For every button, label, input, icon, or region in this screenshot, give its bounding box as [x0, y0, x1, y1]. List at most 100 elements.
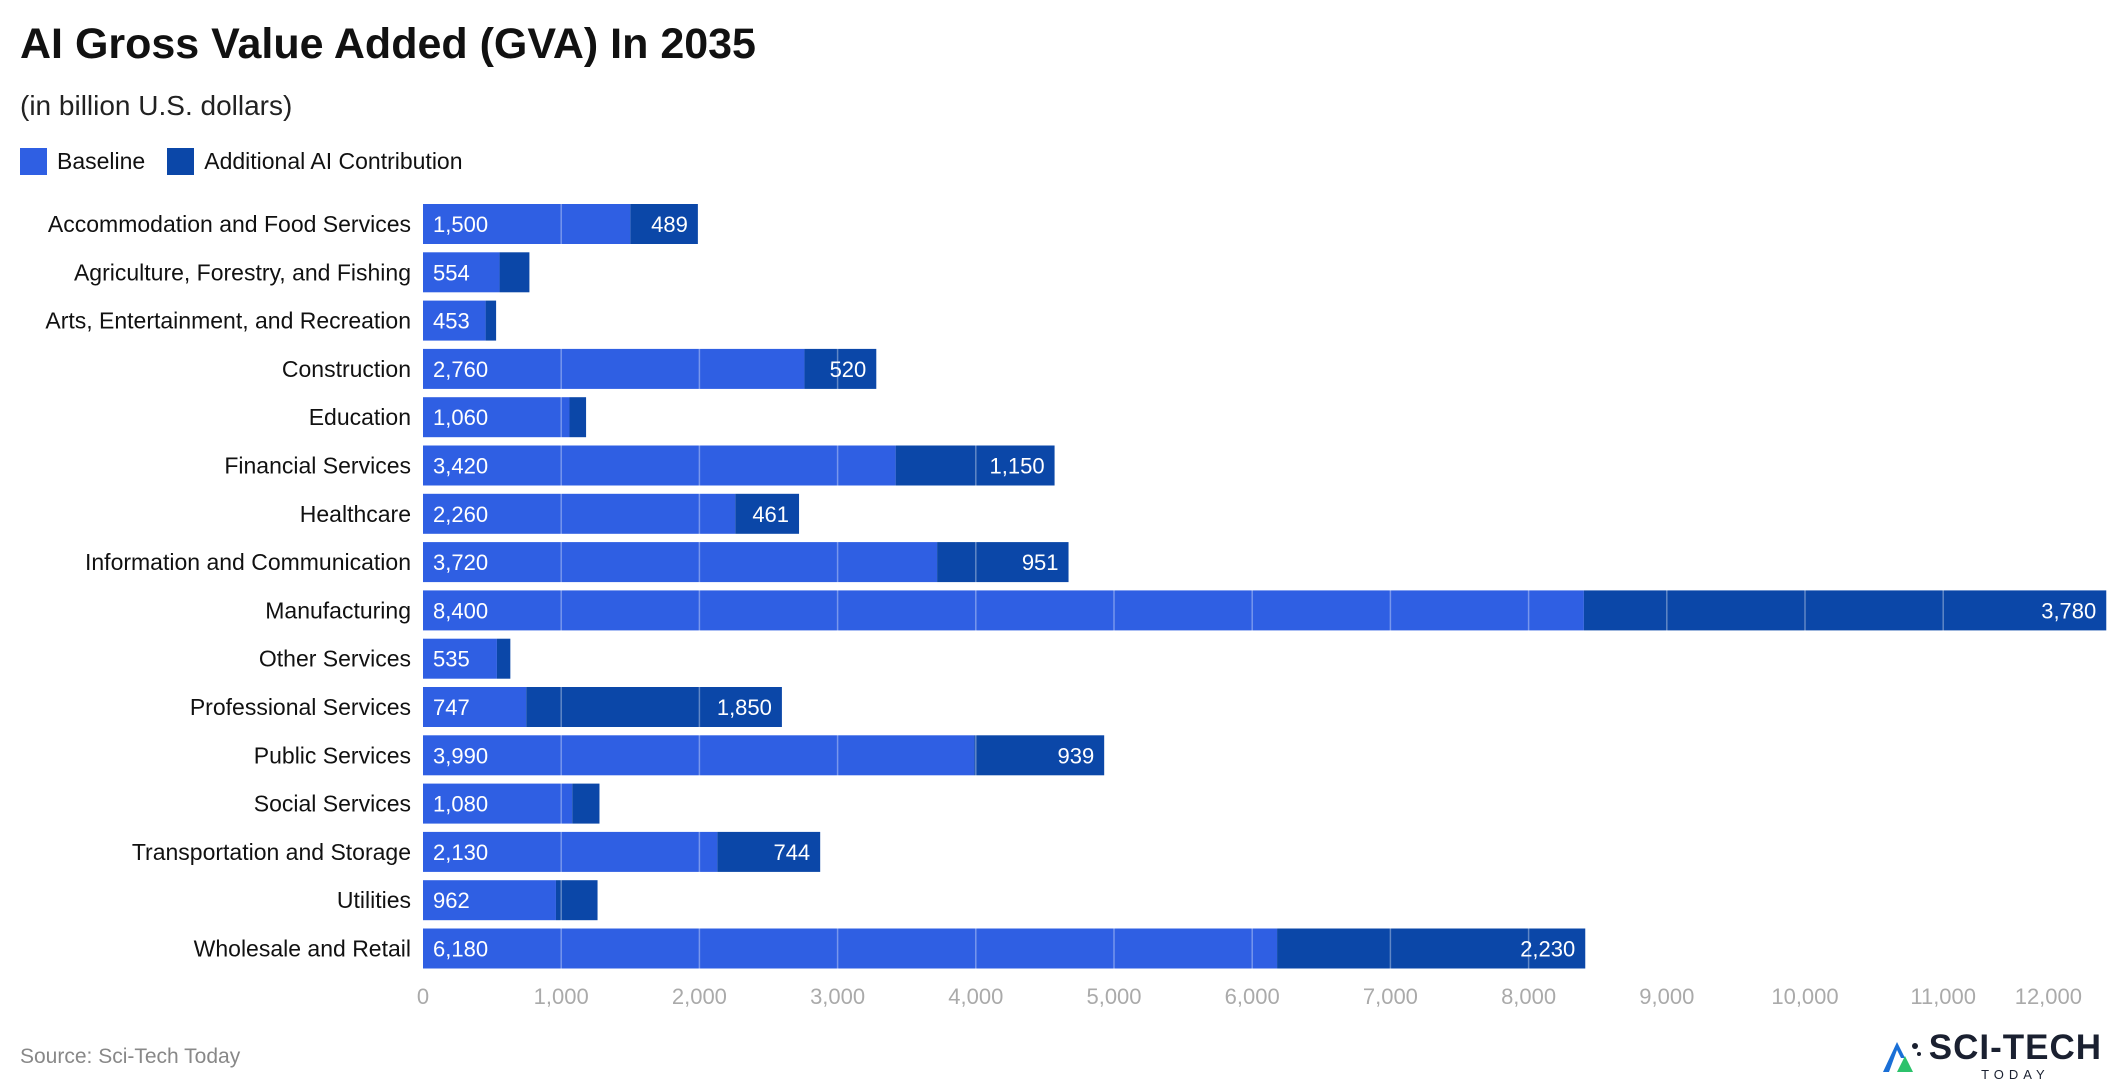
category-label-information-and-communication: Information and Communication — [85, 549, 411, 575]
legend-swatch-baseline — [20, 148, 47, 175]
data-label-additional-accommodation-and-food-services: 489 — [651, 212, 688, 237]
bar-baseline-healthcare — [423, 493, 736, 534]
bar-baseline-professional-services — [423, 687, 527, 727]
chart-title: AI Gross Value Added (GVA) In 2035 — [20, 20, 756, 68]
data-label-baseline-public-services: 3,990 — [433, 743, 488, 768]
bar-additional-social-services — [572, 783, 600, 824]
category-label-arts-entertainment-and-recreation: Arts, Entertainment, and Recreation — [45, 308, 411, 334]
category-label-wholesale-and-retail: Wholesale and Retail — [194, 936, 411, 962]
bar-additional-transportation-and-storage — [717, 831, 821, 872]
category-label-healthcare: Healthcare — [300, 501, 411, 527]
data-label-additional-financial-services: 1,150 — [990, 454, 1045, 479]
bar-baseline-public-services — [423, 735, 975, 776]
bar-baseline-transportation-and-storage — [423, 831, 718, 872]
x-tick-label-0: 0 — [417, 984, 429, 1009]
data-label-baseline-manufacturing: 8,400 — [433, 598, 488, 623]
x-tick-label-10000: 10,000 — [1771, 984, 1838, 1009]
data-label-baseline-accommodation-and-food-services: 1,500 — [433, 212, 488, 237]
data-label-baseline-agriculture-forestry-and-fishing: 554 — [433, 260, 470, 285]
data-label-baseline-healthcare: 2,260 — [433, 502, 488, 527]
data-label-baseline-transportation-and-storage: 2,130 — [433, 840, 488, 865]
bar-additional-utilities — [555, 880, 598, 921]
source-note: Source: Sci-Tech Today — [20, 1045, 241, 1068]
bar-additional-professional-services — [526, 687, 782, 727]
x-tick-label-8000: 8,000 — [1501, 984, 1556, 1009]
brand-logo-icon — [1882, 1042, 1921, 1072]
bar-additional-education — [569, 397, 587, 438]
data-label-additional-construction: 520 — [830, 357, 867, 382]
legend-item-baseline: Baseline — [20, 148, 145, 175]
bar-baseline-construction — [423, 348, 805, 389]
data-label-baseline-construction: 2,760 — [433, 357, 488, 382]
bar-additional-other-services — [496, 638, 511, 679]
category-label-other-services: Other Services — [259, 646, 411, 672]
bar-baseline-agriculture-forestry-and-fishing — [423, 252, 500, 293]
category-label-manufacturing: Manufacturing — [265, 597, 411, 623]
data-label-baseline-financial-services: 3,420 — [433, 454, 488, 479]
bar-baseline-social-services — [423, 783, 573, 824]
category-label-financial-services: Financial Services — [224, 453, 411, 479]
bar-baseline-information-and-communication — [423, 542, 938, 583]
bar-baseline-accommodation-and-food-services — [423, 204, 631, 244]
bar-additional-accommodation-and-food-services — [630, 204, 698, 244]
category-label-transportation-and-storage: Transportation and Storage — [132, 839, 411, 865]
x-tick-label-9000: 9,000 — [1639, 984, 1694, 1009]
data-label-additional-professional-services: 1,850 — [717, 695, 772, 720]
chart-subtitle: (in billion U.S. dollars) — [20, 90, 293, 121]
bar-additional-information-and-communication — [937, 542, 1069, 583]
bar-baseline-wholesale-and-retail — [423, 928, 1278, 969]
data-label-baseline-utilities: 962 — [433, 888, 470, 913]
bar-baseline-education — [423, 397, 570, 438]
category-label-professional-services: Professional Services — [190, 694, 411, 720]
bar-additional-agriculture-forestry-and-fishing — [499, 252, 530, 293]
bar-additional-healthcare — [735, 493, 800, 534]
x-tick-label-12000: 12,000 — [2015, 984, 2082, 1009]
category-label-construction: Construction — [282, 356, 411, 382]
bar-additional-wholesale-and-retail — [1277, 928, 1586, 969]
data-label-baseline-education: 1,060 — [433, 405, 488, 430]
category-label-education: Education — [309, 404, 411, 430]
data-label-baseline-arts-entertainment-and-recreation: 453 — [433, 309, 470, 334]
data-label-baseline-other-services: 535 — [433, 647, 470, 672]
bar-additional-arts-entertainment-and-recreation — [485, 300, 497, 341]
data-label-baseline-professional-services: 747 — [433, 695, 470, 720]
x-tick-label-1000: 1,000 — [534, 984, 589, 1009]
x-tick-label-3000: 3,000 — [810, 984, 865, 1009]
x-tick-label-11000: 11,000 — [1910, 984, 1976, 1009]
category-label-agriculture-forestry-and-fishing: Agriculture, Forestry, and Fishing — [74, 259, 411, 285]
bar-baseline-arts-entertainment-and-recreation — [423, 300, 486, 341]
data-label-additional-manufacturing: 3,780 — [2041, 598, 2096, 623]
bar-additional-public-services — [974, 735, 1105, 776]
legend-item-additional: Additional AI Contribution — [167, 148, 463, 175]
category-label-utilities: Utilities — [337, 887, 411, 913]
data-label-additional-wholesale-and-retail: 2,230 — [1520, 937, 1575, 962]
legend-swatch-additional — [167, 148, 195, 175]
data-label-baseline-wholesale-and-retail: 6,180 — [433, 937, 488, 962]
bar-additional-manufacturing — [1583, 590, 2107, 631]
x-tick-label-6000: 6,000 — [1225, 984, 1280, 1009]
bar-baseline-financial-services — [423, 445, 896, 486]
category-label-public-services: Public Services — [254, 742, 411, 768]
legend: Baseline Additional AI Contribution — [20, 148, 485, 175]
brand-logo: SCI-TECH TODAY — [1879, 1030, 2102, 1082]
data-label-baseline-social-services: 1,080 — [433, 792, 488, 817]
legend-label-baseline: Baseline — [57, 148, 146, 174]
bar-additional-construction — [804, 348, 877, 389]
data-label-additional-public-services: 939 — [1057, 743, 1094, 768]
category-label-social-services: Social Services — [254, 791, 411, 817]
data-label-additional-healthcare: 461 — [752, 502, 789, 527]
x-tick-label-2000: 2,000 — [672, 984, 727, 1009]
brand-name: SCI-TECH — [1928, 1028, 2102, 1067]
bar-additional-financial-services — [895, 445, 1055, 486]
legend-label-additional: Additional AI Contribution — [204, 148, 463, 174]
category-label-accommodation-and-food-services: Accommodation and Food Services — [48, 211, 411, 237]
data-label-additional-transportation-and-storage: 744 — [773, 840, 810, 865]
bar-baseline-other-services — [423, 638, 497, 679]
bar-baseline-utilities — [423, 880, 556, 921]
x-tick-label-7000: 7,000 — [1363, 984, 1418, 1009]
x-tick-label-5000: 5,000 — [1086, 984, 1141, 1009]
bar-baseline-manufacturing — [423, 590, 1584, 631]
brand-tagline: TODAY — [1981, 1067, 2050, 1082]
data-label-baseline-information-and-communication: 3,720 — [433, 550, 488, 575]
data-label-additional-information-and-communication: 951 — [1022, 550, 1059, 575]
